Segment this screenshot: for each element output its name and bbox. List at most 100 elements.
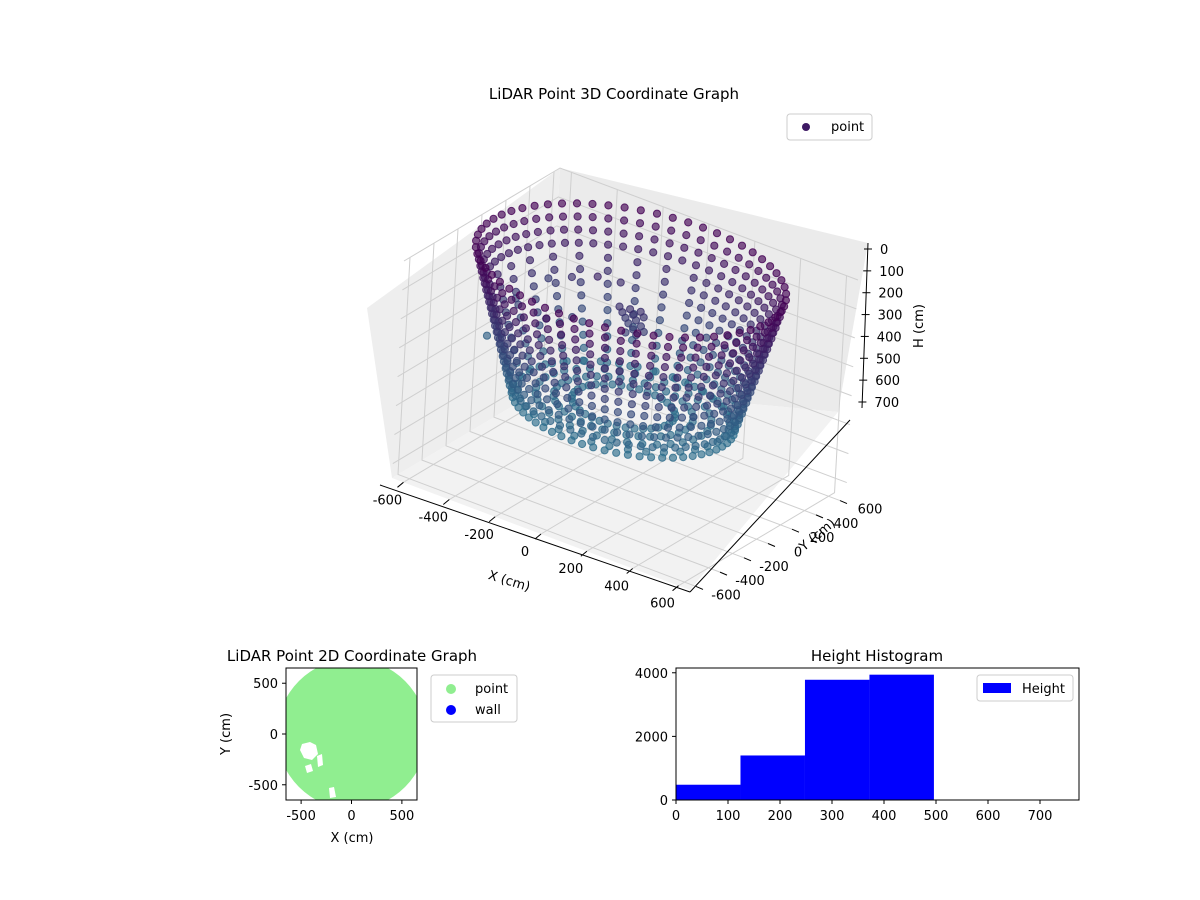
grid-line-h [403, 167, 859, 281]
h-tick-label: 400 [877, 330, 902, 345]
hist-x-tick-label: 200 [768, 809, 793, 824]
point-3d [555, 421, 565, 430]
point-3d [525, 346, 534, 355]
point-3d [768, 280, 777, 289]
x-ticks-3d: -600 -400 -200 0 200 400 600 [373, 481, 679, 612]
histogram-title: Height Histogram [811, 647, 943, 665]
point-3d [557, 330, 566, 339]
gap-2d-1 [300, 742, 318, 760]
point-3d [641, 401, 650, 411]
point-3d [620, 216, 629, 225]
point-3d [694, 392, 703, 401]
point-3d [600, 425, 609, 434]
x-tick-label: 400 [604, 579, 629, 594]
h-axis-label-3d: H (cm) [912, 304, 927, 348]
point-3d [764, 318, 773, 327]
point-3d [698, 223, 708, 232]
point-3d [679, 343, 688, 352]
point-3d [522, 373, 532, 382]
point-3d [650, 433, 659, 442]
point-3d [715, 435, 725, 444]
point-3d [715, 326, 724, 335]
point-3d [509, 219, 518, 229]
point-3d [482, 219, 491, 228]
point-3d [603, 266, 612, 275]
point-3d [754, 297, 763, 306]
point-3d [659, 290, 668, 299]
point-3d [615, 367, 624, 376]
histogram-bar [804, 679, 870, 800]
point-3d [725, 235, 735, 244]
x-tick-label-2d: 0 [347, 809, 355, 824]
point-3d [730, 394, 739, 403]
point-3d [473, 249, 482, 258]
histogram-legend-swatch [983, 683, 1011, 693]
point-3d [695, 333, 705, 342]
point-3d [705, 391, 715, 400]
point-3d [754, 266, 763, 276]
h-tick-label: 500 [876, 352, 901, 367]
point-3d [520, 217, 529, 226]
point-3d [560, 238, 570, 247]
grid-line-x [494, 206, 664, 518]
point-3d [748, 248, 757, 257]
point-3d [773, 287, 782, 296]
point-3d [471, 243, 480, 252]
point-3d [497, 210, 506, 219]
point-3d [642, 391, 651, 400]
point-3d [651, 423, 660, 432]
h-tick-label: 0 [880, 243, 888, 258]
grid-line-y [469, 214, 769, 544]
point-3d [525, 256, 535, 265]
point-3d [586, 350, 595, 359]
point-3d [600, 405, 609, 414]
point-3d [714, 361, 723, 370]
point-3d [533, 227, 543, 237]
point-3d [728, 278, 737, 287]
point-3d [662, 352, 671, 362]
point-3d [487, 270, 496, 279]
point-3d [725, 387, 735, 396]
point-3d [557, 432, 566, 441]
point-3d [613, 428, 622, 437]
point-3d [667, 403, 676, 412]
point-3d [729, 349, 738, 358]
y-tick-label: -200 [759, 560, 789, 575]
point-3d [529, 407, 538, 416]
point-3d [640, 411, 649, 421]
point-3d [612, 448, 621, 457]
point-3d [503, 339, 512, 348]
point-3d [630, 369, 639, 378]
point-3d [669, 393, 678, 402]
x-tick-mark [580, 550, 588, 557]
point-3d [491, 227, 501, 236]
point-3d [535, 401, 544, 410]
point-3d [620, 203, 629, 212]
point-3d [644, 371, 654, 380]
point-3d [750, 278, 759, 287]
point-3d [550, 265, 559, 274]
point-3d [600, 415, 609, 424]
point-3d [745, 353, 754, 362]
point-3d [573, 377, 583, 386]
legend-3d: point [786, 113, 873, 141]
legend-3d-marker [802, 123, 810, 131]
histogram-legend-label: Height [1022, 682, 1065, 697]
point-3d [509, 306, 518, 316]
point-3d [615, 377, 624, 386]
point-3d [531, 418, 540, 427]
point-3d [547, 357, 556, 366]
x-tick-mark [626, 568, 634, 574]
point-3d [507, 206, 516, 216]
point-3d [547, 427, 557, 436]
point-3d [523, 335, 532, 344]
x-tick-label: 0 [521, 545, 529, 560]
point-3d [727, 320, 736, 329]
point-3d [574, 387, 583, 396]
point-3d [587, 381, 596, 390]
y-tick-label: 200 [810, 531, 835, 546]
point-3d [551, 389, 561, 398]
hist-x-tick-label: 100 [716, 809, 741, 824]
point-3d [633, 329, 642, 338]
point-3d [522, 230, 531, 239]
